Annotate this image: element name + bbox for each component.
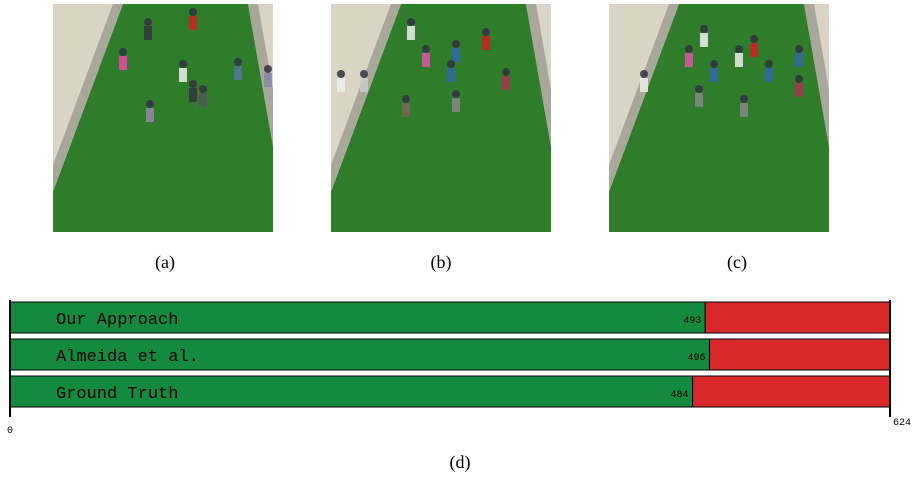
bar-remainder xyxy=(704,301,891,334)
bar-filled xyxy=(9,338,710,371)
caption-c: (c) xyxy=(727,252,747,272)
bar-label: Ground Truth xyxy=(56,385,178,404)
caption-d: (d) xyxy=(449,452,471,472)
bar-chart-svg: Our Approach 493 Almeida et al. 496 Ground T… xyxy=(7,300,911,437)
photo-b xyxy=(331,4,551,232)
scene-b-graphic xyxy=(331,4,551,232)
photo-a xyxy=(53,4,273,232)
bar-label: Our Approach xyxy=(56,311,178,330)
bar-value-label: 493 xyxy=(683,316,701,327)
scene-c-graphic xyxy=(609,4,829,232)
bar-filled xyxy=(9,375,694,408)
comparison-chart: Our Approach 493 Almeida et al. 496 Ground T… xyxy=(0,290,913,440)
caption-b: (b) xyxy=(430,252,452,272)
bar-remainder xyxy=(708,338,891,371)
bar-value-label: 484 xyxy=(671,390,689,401)
bar-value-label: 496 xyxy=(687,353,705,364)
bar-remainder xyxy=(692,375,891,408)
tick-label-min: 0 xyxy=(7,426,13,437)
tick-label-max: 624 xyxy=(893,418,911,429)
scene-a-graphic xyxy=(53,4,273,232)
photo-c xyxy=(609,4,829,232)
bar-label: Almeida et al. xyxy=(56,348,199,367)
caption-a: (a) xyxy=(155,252,175,272)
